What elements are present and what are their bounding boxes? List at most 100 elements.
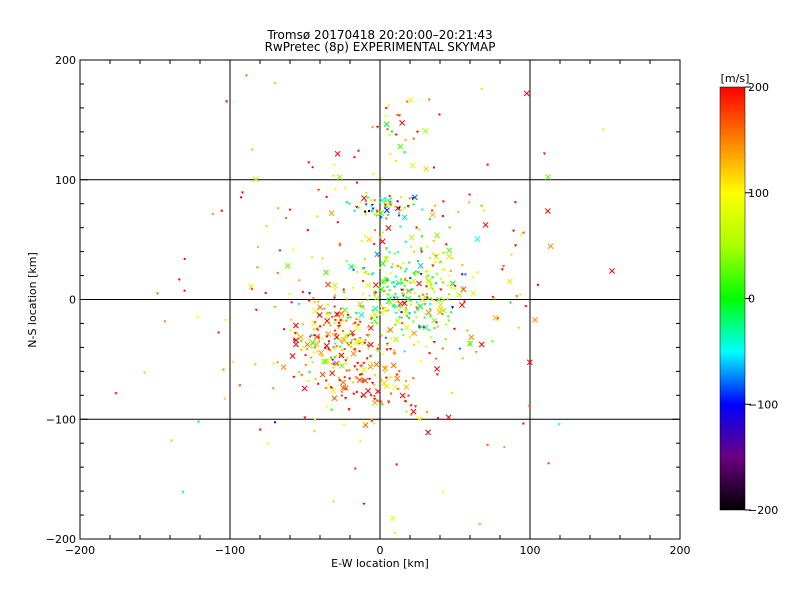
data-point-triangle xyxy=(350,339,354,342)
data-point-dot xyxy=(376,210,379,213)
data-point-dot xyxy=(347,408,350,411)
data-point-dot xyxy=(183,257,186,260)
y-tick-label: 100 xyxy=(55,174,76,187)
data-point-triangle xyxy=(320,337,324,340)
data-point-dot xyxy=(379,304,382,307)
data-point-cross xyxy=(408,234,415,241)
data-point-dot xyxy=(211,212,214,215)
data-point-triangle xyxy=(419,326,423,329)
data-point-dot xyxy=(401,292,404,295)
data-point-dot xyxy=(427,269,430,272)
data-point-dot xyxy=(360,306,363,309)
data-point-dot xyxy=(375,349,378,352)
data-point-triangle xyxy=(500,268,504,272)
data-point-triangle xyxy=(155,292,160,296)
data-point-dot xyxy=(395,282,398,285)
data-point-triangle xyxy=(403,151,407,155)
data-point-triangle xyxy=(388,134,392,137)
data-point-dot xyxy=(324,347,327,350)
data-point-cross xyxy=(467,340,473,347)
data-point-triangle xyxy=(392,285,397,289)
data-point-dot xyxy=(413,250,416,253)
data-point-dot xyxy=(404,240,407,243)
data-point-cross xyxy=(492,314,499,321)
data-point-triangle xyxy=(347,344,351,347)
data-point-dot xyxy=(428,257,431,260)
data-point-triangle xyxy=(459,287,463,290)
data-point-dot xyxy=(314,346,317,349)
data-point-cross xyxy=(456,291,463,298)
data-point-dot xyxy=(256,245,259,248)
data-point-triangle xyxy=(453,288,457,291)
data-point-dot xyxy=(476,271,479,274)
data-point-dot xyxy=(426,410,429,413)
data-point-dot xyxy=(352,268,355,271)
data-point-triangle xyxy=(388,296,392,300)
data-point-dot xyxy=(413,199,416,202)
data-point-triangle xyxy=(329,363,334,366)
data-point-dot xyxy=(514,201,517,204)
data-point-dot xyxy=(402,288,405,291)
data-point-dot xyxy=(276,361,279,364)
data-point-triangle xyxy=(307,292,312,295)
data-point-cross xyxy=(318,349,325,356)
data-point-dot xyxy=(340,390,343,393)
data-point-dot xyxy=(379,266,382,269)
data-point-dot xyxy=(371,309,374,312)
data-point-triangle xyxy=(524,305,528,308)
data-point-triangle xyxy=(322,307,326,311)
data-point-triangle xyxy=(320,354,324,358)
data-point-dot xyxy=(380,378,383,381)
data-point-dot xyxy=(363,421,366,424)
data-point-dot xyxy=(364,235,367,238)
data-point-dot xyxy=(408,197,411,200)
data-point-cross xyxy=(397,143,404,150)
data-point-dot xyxy=(388,251,391,254)
data-point-triangle xyxy=(352,392,356,396)
data-point-triangle xyxy=(331,500,336,504)
data-point-dot xyxy=(382,353,385,356)
x-tick-label: −100 xyxy=(215,544,245,557)
data-point-dot xyxy=(384,336,387,339)
data-point-cross xyxy=(391,384,398,391)
data-point-dot xyxy=(407,205,410,208)
data-point-dot xyxy=(547,462,550,465)
data-point-triangle xyxy=(420,250,424,254)
data-point-triangle xyxy=(398,281,402,285)
data-point-triangle xyxy=(371,173,376,176)
data-point-dot xyxy=(386,128,389,131)
data-point-dot xyxy=(429,336,432,339)
data-point-dot xyxy=(519,233,522,236)
data-point-dot xyxy=(463,300,466,303)
data-point-dot xyxy=(411,288,414,291)
data-point-triangle xyxy=(480,204,484,208)
data-point-triangle xyxy=(361,292,365,296)
data-point-triangle xyxy=(509,253,514,257)
colorbar-tick-label: 0 xyxy=(748,293,755,306)
x-axis-label: E-W location [km] xyxy=(331,557,429,570)
data-point-cross xyxy=(478,341,485,348)
y-tick-label: 0 xyxy=(69,294,76,307)
data-point-triangle xyxy=(413,292,417,295)
data-point-triangle xyxy=(389,203,393,207)
data-point-triangle xyxy=(338,244,342,247)
data-point-dot xyxy=(356,368,359,371)
data-point-triangle xyxy=(362,307,366,311)
data-point-cross xyxy=(436,296,443,303)
data-point-dot xyxy=(386,343,389,346)
data-point-dot xyxy=(183,289,186,292)
data-point-triangle xyxy=(238,384,242,387)
data-point-dot xyxy=(353,156,356,159)
data-point-dot xyxy=(375,209,378,212)
data-point-triangle xyxy=(395,296,400,300)
data-point-dot xyxy=(373,242,376,245)
data-point-triangle xyxy=(478,522,482,526)
data-point-cross xyxy=(410,408,417,415)
data-point-dot xyxy=(410,303,413,306)
data-point-dot xyxy=(395,463,398,466)
data-point-dot xyxy=(428,98,431,101)
data-point-dot xyxy=(343,348,346,351)
data-point-triangle xyxy=(446,315,450,319)
data-point-dot xyxy=(448,226,451,229)
